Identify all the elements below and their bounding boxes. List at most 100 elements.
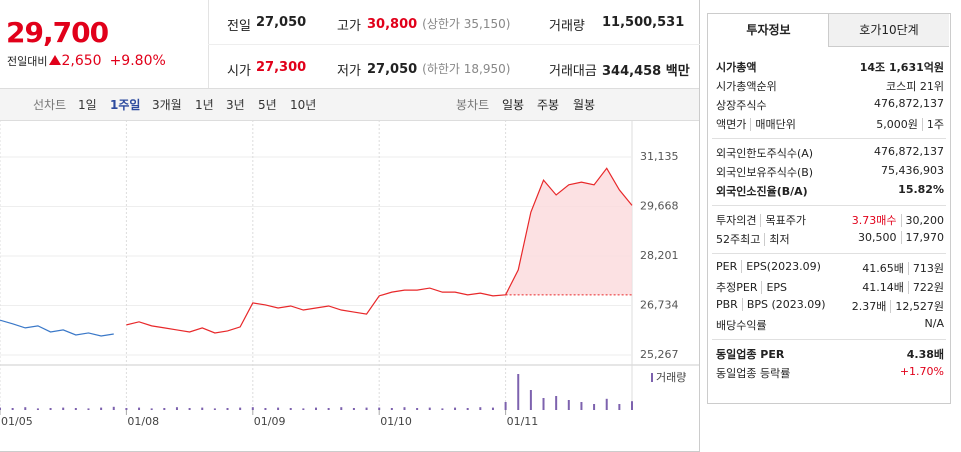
info-value: 4.38배 [907, 346, 944, 362]
volume-bar [112, 406, 115, 410]
volume-bar [479, 407, 482, 410]
candle-tab[interactable]: 주봉 [537, 98, 560, 112]
info-tab[interactable]: 호가10단계 [828, 14, 949, 47]
value-part: 722원 [907, 281, 944, 294]
label-part: 투자의견 [716, 214, 757, 227]
summary-value: 30,800 (상한가 35,150) [367, 15, 510, 32]
label-part: 외국인보유주식수(B) [716, 166, 814, 179]
volume-bar [605, 398, 608, 410]
summary-label: 거래량 [549, 19, 585, 34]
period-tab[interactable]: 1년 [195, 98, 214, 112]
value: 11,500,531 [602, 15, 685, 30]
info-value: +1.70% [900, 365, 944, 378]
y-tick-label: 29,668 [640, 200, 679, 213]
info-value: 476,872,137 [874, 145, 944, 158]
info-label: 시가총액순위 [716, 78, 777, 94]
volume-bar [618, 404, 621, 410]
info-label: PBR BPS (2023.09) [716, 298, 826, 311]
change-label: 전일대비 [7, 55, 48, 68]
info-label: 배당수익률 [716, 317, 767, 333]
summary-value: 27,300 [256, 60, 306, 75]
volume-bar [428, 407, 431, 410]
label-part: 액면가 [716, 118, 747, 131]
candle-tab[interactable]: 일봉 [502, 98, 525, 112]
info-label: 시가총액 [716, 59, 756, 75]
volume-bar [0, 407, 1, 410]
price-line [126, 167, 633, 334]
value-part: 713원 [907, 262, 944, 275]
info-label: 액면가 매매단위 [716, 116, 796, 132]
value-part: 41.65배 [862, 262, 904, 275]
period-tab[interactable]: 3개월 [152, 98, 182, 112]
volume-bar [631, 401, 633, 410]
value: 30,800 [367, 17, 418, 32]
volume-bar [403, 407, 406, 410]
volume-bar [87, 408, 90, 410]
label-part: 배당수익률 [716, 319, 767, 332]
up-icon [49, 55, 62, 65]
volume-bar [466, 408, 469, 410]
volume-bar [213, 408, 216, 410]
volume-bar [327, 408, 330, 410]
y-tick-label: 31,135 [640, 150, 679, 163]
label-part: 동일업종 등락률 [716, 367, 791, 380]
value-part: 17,970 [900, 231, 944, 244]
candle-tab[interactable]: 월봉 [573, 98, 596, 112]
period-tab[interactable]: 1일 [78, 98, 97, 112]
info-value: 75,436,903 [881, 164, 944, 177]
volume-bar [542, 398, 545, 410]
label-part: 추정PER [716, 281, 758, 294]
change-value: 2,650 [61, 53, 102, 69]
value-part: 30,200 [900, 214, 944, 227]
y-tick-label: 26,734 [640, 299, 679, 312]
info-label: 추정PER EPS [716, 279, 788, 295]
info-label: 외국인소진율(B/A) [716, 183, 808, 199]
chart: 25,267 26,734 28,201 29,668 31,135 01/05 01/08… [0, 120, 699, 428]
value-part: 41.14배 [862, 281, 904, 294]
value-part: 코스피 21위 [886, 80, 944, 93]
volume-bar [352, 408, 355, 410]
period-tab[interactable]: 1주일 [110, 98, 141, 112]
value: 344,458 백만 [602, 64, 690, 79]
info-value: N/A [925, 317, 944, 330]
volume-bar [138, 407, 141, 410]
change-pct: +9.80% [109, 53, 166, 69]
label-part: 52주최고 [716, 233, 761, 246]
label-part: EPS [761, 281, 788, 294]
value-part: 2.37배 [851, 300, 887, 313]
section-divider [712, 138, 946, 139]
summary-label: 전일 [227, 19, 251, 34]
period-tab[interactable]: 10년 [290, 98, 317, 112]
section-divider [712, 339, 946, 340]
summary-label: 거래대금 [549, 64, 597, 79]
note: (하한가 18,950) [422, 62, 511, 76]
summary-value: 27,050 (하한가 18,950) [367, 60, 510, 77]
label-part: PBR [716, 298, 738, 311]
period-tab[interactable]: 3년 [226, 98, 245, 112]
volume-bar [100, 407, 103, 410]
summary-label: 시가 [227, 64, 251, 79]
x-tick-label: 01/10 [380, 415, 412, 428]
value-part: 75,436,903 [881, 164, 944, 177]
volume-bar [302, 408, 305, 410]
summary-label: 고가 [337, 19, 361, 34]
volume-bar [567, 400, 570, 410]
label-part: PER [716, 260, 738, 273]
volume-bar [593, 404, 596, 410]
value-part: 476,872,137 [874, 145, 944, 158]
volume-bar [150, 408, 153, 410]
info-value: 14조 1,631억원 [860, 59, 944, 75]
volume-bar [188, 408, 191, 410]
label-part: 목표주가 [760, 214, 806, 227]
volume-bar [74, 408, 77, 410]
price-line [0, 319, 114, 337]
volume-bar [24, 407, 27, 410]
info-value: 3.73매수 30,200 [852, 212, 944, 228]
period-tab[interactable]: 5년 [258, 98, 277, 112]
tab-bar [0, 88, 699, 121]
value-part: +1.70% [899, 365, 944, 378]
x-tick-label: 01/08 [127, 415, 159, 428]
label-part: 동일업종 PER [716, 348, 785, 361]
info-value: 41.14배 722원 [862, 279, 944, 295]
info-tab[interactable]: 투자정보 [708, 14, 829, 47]
